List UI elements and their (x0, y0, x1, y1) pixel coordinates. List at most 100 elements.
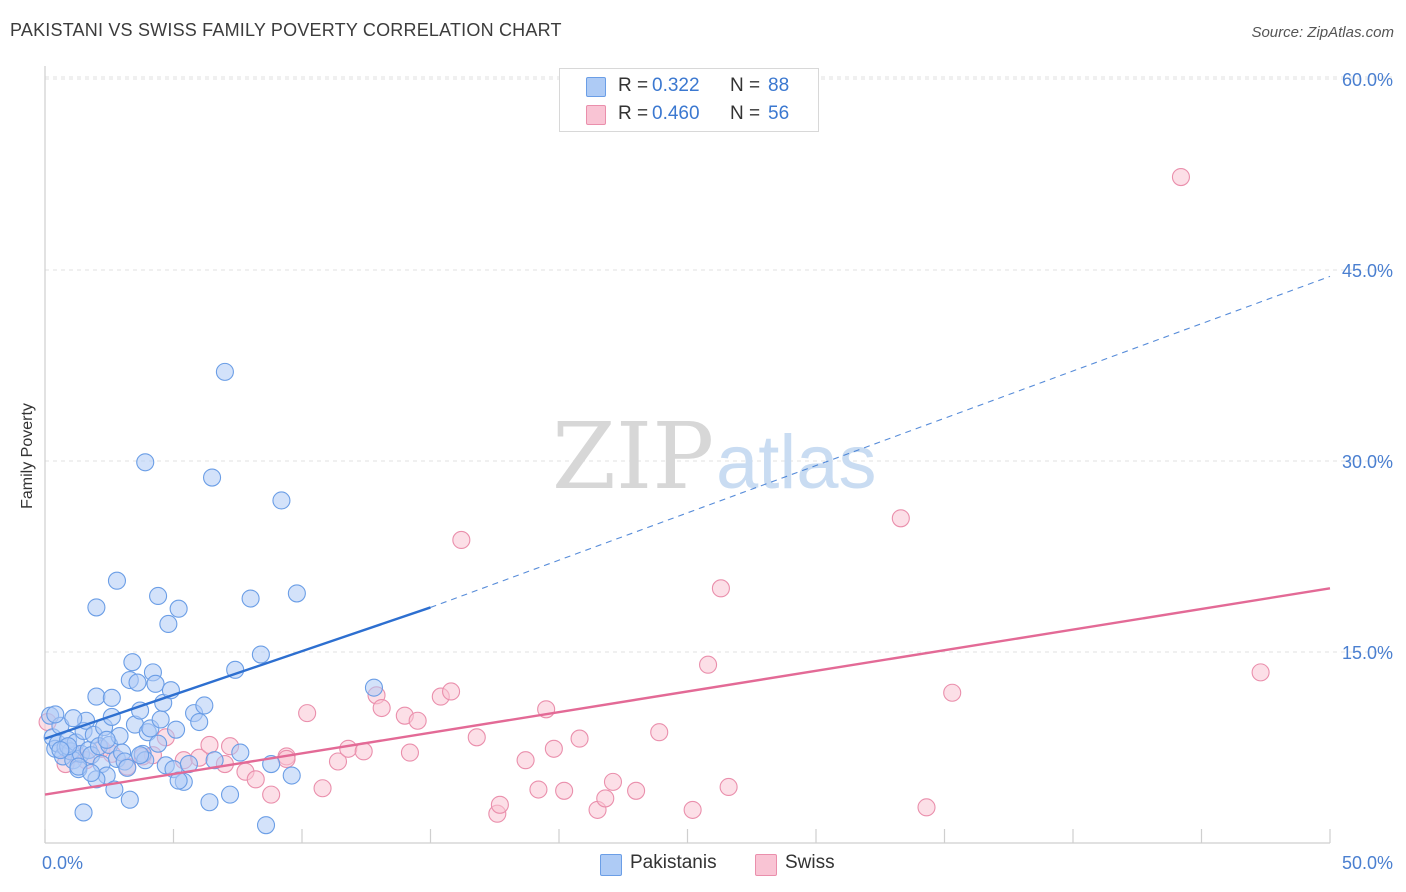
pakistani-point (203, 468, 222, 487)
pakistani-point (220, 785, 240, 804)
y-tick-label: 30.0% (1342, 452, 1393, 472)
pakistani-point (82, 763, 101, 783)
pakistani-point (256, 816, 276, 835)
swiss-point (627, 781, 646, 800)
swiss-point (570, 729, 589, 748)
stats-legend: R = 0.322 N = 88 R = 0.460 N = 56 (559, 68, 819, 132)
legend-n-value: 88 (768, 75, 790, 96)
legend-r-label: R = (618, 75, 649, 96)
pakistani-point (205, 751, 224, 770)
swiss-point (544, 739, 563, 758)
pakistani-point (120, 790, 139, 809)
swiss-point (917, 798, 936, 817)
pakistani-point (251, 645, 270, 664)
pakistani-point (159, 614, 178, 634)
pakistani-point (146, 674, 165, 693)
swiss-point (246, 770, 265, 789)
pakistani-point (107, 571, 127, 590)
swiss-point (699, 655, 718, 674)
swiss-point (1171, 167, 1190, 187)
pakistani-point (118, 758, 137, 777)
pakistani-point (131, 701, 150, 720)
y-tick-label: 15.0% (1342, 643, 1393, 663)
swiss-point (650, 723, 669, 742)
pakistani-point (149, 734, 168, 753)
swiss-point (943, 683, 962, 702)
pakistani-point (231, 743, 250, 762)
x-tick-label-end: 50.0% (1342, 853, 1393, 873)
legend-row-pakistanis: R = 0.322 N = 88 (560, 72, 818, 100)
pakistani-point (87, 687, 106, 706)
swiss-point (603, 772, 623, 791)
swiss-point (529, 780, 548, 799)
swiss-point (313, 779, 332, 798)
pakistani-point (282, 766, 301, 785)
pakistani-point (287, 584, 306, 603)
legend-label-swiss: Swiss (785, 852, 835, 873)
legend-n-value: 56 (768, 103, 790, 124)
x-tick-labels: 0.0% 50.0% (42, 853, 1393, 873)
swiss-point (452, 530, 471, 549)
legend-swatch-swiss (755, 854, 777, 876)
y-tick-label: 45.0% (1342, 261, 1393, 281)
y-tick-label: 60.0% (1342, 70, 1393, 90)
legend-swatch-pakistanis (600, 854, 622, 876)
pakistani-point (215, 362, 234, 381)
swiss-point (711, 579, 730, 598)
swiss-point (400, 743, 419, 762)
pakistani-point (128, 673, 147, 692)
swiss-point (200, 735, 219, 755)
swiss-point (372, 698, 391, 718)
x-tick-label-start: 0.0% (42, 853, 83, 873)
pakistani-point (167, 720, 186, 739)
swiss-point (467, 728, 486, 747)
pakistani-trend-extension (430, 275, 1331, 608)
swiss-point (555, 781, 574, 800)
pakistani-point (195, 696, 214, 715)
legend-label-pakistanis: Pakistanis (630, 852, 717, 873)
swiss-point (490, 795, 509, 814)
pakistani-point (151, 710, 170, 729)
series-legend: Pakistanis Swiss (0, 852, 1406, 878)
pakistani-point (136, 453, 155, 472)
swiss-point (1251, 663, 1270, 682)
swiss-point (516, 751, 535, 770)
grid-lines (45, 76, 1392, 653)
pakistani-point (64, 709, 83, 728)
pakistani-points (41, 362, 384, 835)
swiss-point (719, 777, 738, 797)
watermark-atlas: atlas (716, 420, 877, 505)
legend-r-value: 0.322 (652, 75, 700, 96)
legend-n-label: N = (730, 75, 761, 96)
swiss-point (328, 752, 348, 771)
pakistani-point (149, 586, 168, 606)
pakistani-point (241, 589, 260, 608)
legend-row-swiss: R = 0.460 N = 56 (560, 100, 818, 128)
pakistani-point (272, 491, 291, 510)
swiss-point (298, 704, 317, 723)
legend-swatch-pakistanis (586, 77, 606, 97)
pakistani-point (131, 746, 150, 765)
trend-lines (44, 275, 1331, 796)
swiss-point (262, 785, 281, 804)
pakistani-point (97, 730, 116, 749)
chart-title: PAKISTANI VS SWISS FAMILY POVERTY CORREL… (10, 20, 562, 40)
pakistani-point (102, 688, 121, 707)
pakistani-point (51, 740, 70, 760)
pakistani-point (190, 712, 209, 732)
pakistani-point (46, 705, 65, 724)
swiss-point (408, 711, 427, 730)
swiss-point (683, 800, 702, 819)
swiss-point (339, 739, 358, 758)
swiss-point (442, 682, 461, 701)
pakistani-point (74, 803, 93, 822)
pakistani-point (87, 598, 106, 617)
pakistani-point (200, 793, 219, 812)
legend-n-label: N = (730, 103, 761, 124)
pakistani-point (169, 599, 188, 618)
source-label: Source: ZipAtlas.com (1251, 24, 1394, 41)
swiss-point (277, 749, 296, 769)
swiss-point (891, 509, 910, 528)
y-tick-labels: 15.0% 30.0% 45.0% 60.0% (1342, 70, 1393, 663)
